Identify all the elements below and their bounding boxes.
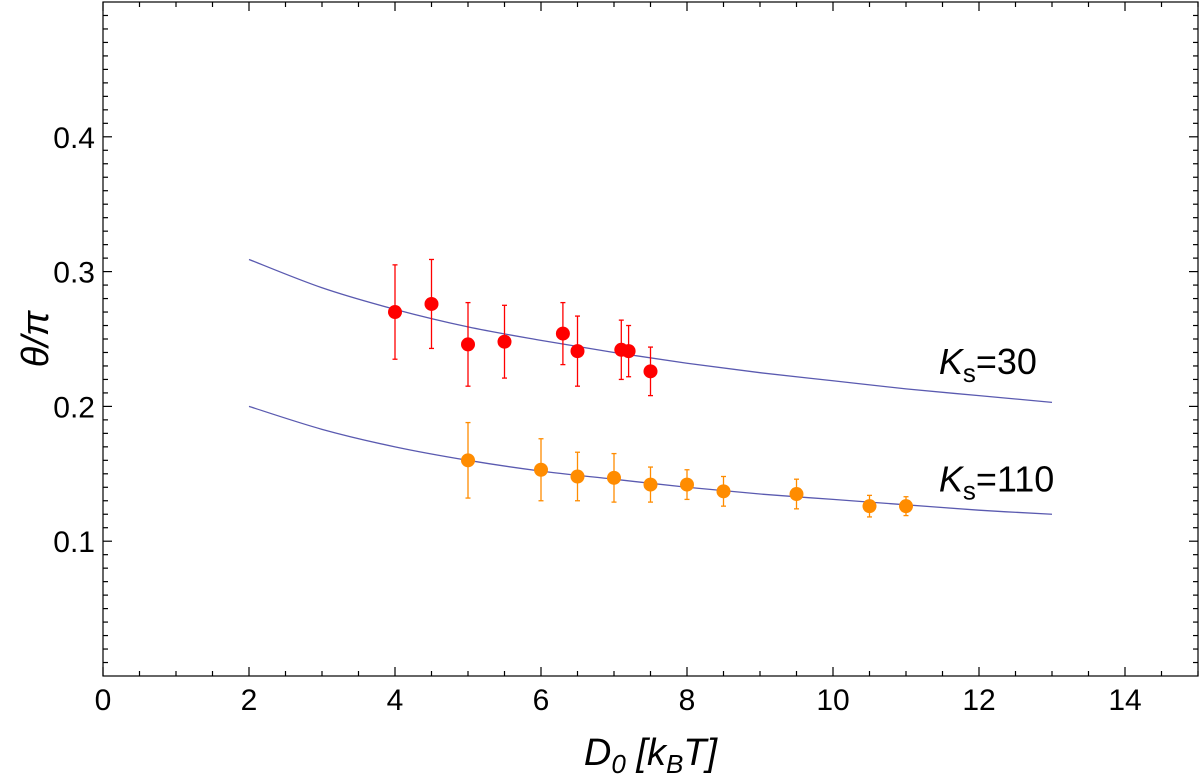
data-point <box>621 324 636 378</box>
data-marker <box>461 453 475 468</box>
data-point <box>862 494 877 518</box>
data-point <box>461 301 475 387</box>
data-point <box>607 452 621 503</box>
y-tick-label: 0.4 <box>53 122 95 155</box>
y-tick-label: 0.2 <box>53 391 95 424</box>
y-tick-label: 0.1 <box>53 526 95 559</box>
data-point <box>643 466 658 503</box>
data-point <box>899 496 913 517</box>
data-marker <box>862 499 877 514</box>
y-axis-ticks: 0.1 0.2 0.3 0.4 <box>53 14 1198 664</box>
data-marker <box>607 470 621 485</box>
data-point <box>497 304 512 379</box>
x-tick-label: 10 <box>816 684 849 717</box>
data-point <box>555 301 570 366</box>
x-tick-label: 14 <box>1108 684 1141 717</box>
data-point <box>534 438 548 502</box>
data-marker <box>570 469 585 484</box>
data-point <box>570 451 585 502</box>
data-point <box>570 315 585 387</box>
x-axis-ticks: 0 2 4 6 8 10 12 14 <box>95 2 1199 717</box>
data-marker <box>716 484 731 499</box>
x-tick-label: 8 <box>679 684 696 717</box>
data-marker <box>680 477 694 492</box>
x-tick-label: 0 <box>95 684 112 717</box>
x-tick-label: 6 <box>533 684 550 717</box>
data-point <box>424 258 439 350</box>
x-tick-label: 4 <box>387 684 404 717</box>
data-marker <box>899 499 913 514</box>
plot-border <box>102 1 1199 677</box>
plot-frame <box>102 1 1199 677</box>
data-point <box>716 475 731 507</box>
data-point <box>461 421 475 499</box>
y-tick-label: 0.3 <box>53 257 95 290</box>
data-marker <box>621 344 636 359</box>
x-tick-label: 12 <box>962 684 995 717</box>
x-axis-title: D0 [kBT] <box>584 732 719 775</box>
data-marker <box>534 462 548 477</box>
data-marker <box>497 334 512 349</box>
data-point <box>789 478 804 510</box>
y-axis-title: θ/π <box>15 309 57 367</box>
data-marker <box>555 326 570 341</box>
data-marker <box>643 364 658 379</box>
data-marker <box>424 296 439 311</box>
x-tick-label: 2 <box>241 684 258 717</box>
data-marker <box>388 305 402 320</box>
data-marker <box>789 487 804 502</box>
data-point <box>388 264 402 360</box>
data-marker <box>570 344 585 359</box>
series-label-ks-110: Ks=110 <box>939 458 1054 505</box>
series-label-ks-30: Ks=30 <box>939 341 1037 388</box>
data-marker <box>643 477 658 492</box>
data-point <box>643 346 658 397</box>
data-point <box>680 469 694 501</box>
data-points <box>388 258 913 518</box>
data-marker <box>461 337 475 352</box>
